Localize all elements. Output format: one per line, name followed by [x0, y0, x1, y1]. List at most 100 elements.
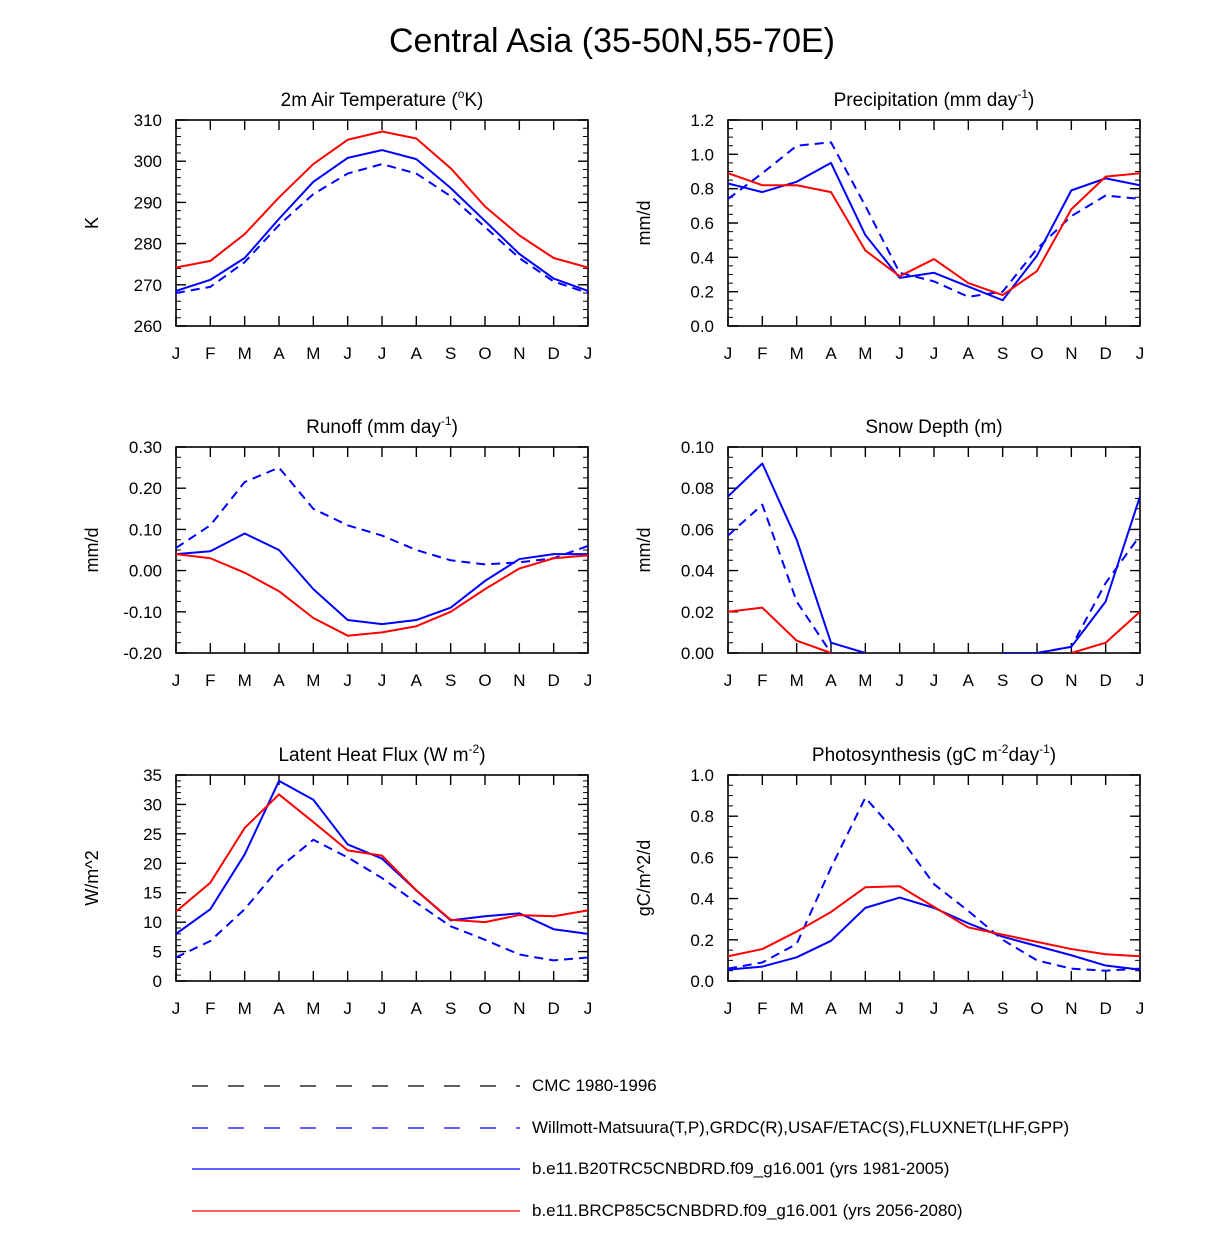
panel-title-temperature: 2m Air Temperature (oK) [281, 87, 484, 111]
x-tick-label-temperature: M [238, 344, 252, 363]
y-tick-label-latent-heat: 30 [143, 795, 162, 814]
legend-item-obs: Willmott-Matsuura(T,P),GRDC(R),USAF/ETAC… [190, 1118, 1190, 1138]
x-tick-label-snow-depth: J [1136, 671, 1145, 690]
panel-title-runoff: Runoff (mm day-1) [306, 414, 458, 438]
legend-item-rcp85: b.e11.BRCP85C5CNBDRD.f09_g16.001 (yrs 20… [190, 1201, 1190, 1221]
x-tick-label-latent-heat: J [584, 999, 593, 1018]
x-tick-label-runoff: J [172, 671, 181, 690]
panel-title-precipitation: Precipitation (mm day-1) [834, 87, 1035, 111]
panel-grid: 2m Air Temperature (oK)26027028029030031… [82, 87, 1145, 1018]
x-tick-label-temperature: A [273, 344, 285, 363]
y-axis-label-latent-heat: W/m^2 [82, 850, 102, 905]
x-tick-label-snow-depth: F [757, 671, 767, 690]
x-tick-label-snow-depth: J [930, 671, 939, 690]
x-tick-label-photosynthesis: A [825, 999, 837, 1018]
x-tick-label-photosynthesis: A [963, 999, 975, 1018]
series-b20-latent-heat [176, 779, 588, 935]
y-tick-label-precipitation: 0.8 [690, 180, 714, 199]
x-tick-label-precipitation: D [1100, 344, 1112, 363]
series-rcp85-precipitation [728, 172, 1140, 297]
legend-item-cmc: CMC 1980-1996 [190, 1076, 1190, 1096]
x-tick-label-runoff: A [411, 671, 423, 690]
y-tick-label-latent-heat: 15 [143, 884, 162, 903]
y-tick-label-snow-depth: 0.02 [681, 603, 714, 622]
series-b20-snow-depth [728, 462, 1140, 653]
y-minor-ticks-snow-depth [728, 446, 1140, 654]
series-obs-snow-depth [728, 503, 1140, 653]
x-tick-label-temperature: J [172, 344, 181, 363]
x-tick-label-snow-depth: M [790, 671, 804, 690]
x-tick-label-temperature: J [378, 344, 387, 363]
x-tick-label-precipitation: M [790, 344, 804, 363]
x-tick-label-photosynthesis: O [1030, 999, 1043, 1018]
y-tick-label-precipitation: 0.4 [690, 248, 714, 267]
x-tick-label-precipitation: M [858, 344, 872, 363]
x-tick-label-temperature: A [411, 344, 423, 363]
legend-line-b20 [192, 1168, 520, 1170]
x-tick-label-snow-depth: M [858, 671, 872, 690]
y-tick-label-temperature: 270 [134, 276, 162, 295]
legend-label-obs: Willmott-Matsuura(T,P),GRDC(R),USAF/ETAC… [532, 1118, 1070, 1137]
y-tick-label-photosynthesis: 0.4 [690, 890, 714, 909]
x-tick-label-photosynthesis: M [790, 999, 804, 1018]
x-tick-label-precipitation: J [895, 344, 904, 363]
x-tick-label-photosynthesis: N [1065, 999, 1077, 1018]
x-tick-label-latent-heat: J [378, 999, 387, 1018]
x-tick-label-latent-heat: D [548, 999, 560, 1018]
panel-frame-runoff [175, 446, 589, 654]
x-tick-label-photosynthesis: F [757, 999, 767, 1018]
panel-title-latent-heat: Latent Heat Flux (W m-2) [278, 742, 485, 766]
x-tick-label-latent-heat: J [343, 999, 352, 1018]
x-tick-label-snow-depth: S [997, 671, 1008, 690]
y-tick-label-precipitation: 0.6 [690, 214, 714, 233]
x-tick-label-precipitation: O [1030, 344, 1043, 363]
x-tick-label-latent-heat: J [172, 999, 181, 1018]
x-tick-label-snow-depth: J [895, 671, 904, 690]
x-tick-label-photosynthesis: J [930, 999, 939, 1018]
y-tick-label-snow-depth: 0.06 [681, 520, 714, 539]
x-tick-label-latent-heat: M [306, 999, 320, 1018]
x-tick-label-snow-depth: J [724, 671, 733, 690]
x-tick-label-latent-heat: S [445, 999, 456, 1018]
panel-frame-snow-depth [727, 446, 1141, 654]
y-tick-label-temperature: 310 [134, 111, 162, 130]
legend-label-cmc: CMC 1980-1996 [532, 1076, 657, 1095]
series-rcp85-latent-heat [176, 793, 588, 924]
y-tick-label-runoff: 0.00 [129, 562, 162, 581]
panel-photosynthesis: Photosynthesis (gC m-2day-1) 0.0 0.2 0.4 0.6… [634, 742, 1144, 1018]
legend-line-cmc [192, 1085, 520, 1087]
series-obs-runoff [176, 466, 588, 566]
x-tick-label-snow-depth: O [1030, 671, 1043, 690]
y-tick-label-precipitation: 1.0 [690, 145, 714, 164]
x-tick-label-snow-depth: D [1100, 671, 1112, 690]
y-tick-label-temperature: 260 [134, 317, 162, 336]
legend-label-rcp85: b.e11.BRCP85C5CNBDRD.f09_g16.001 (yrs 20… [532, 1201, 963, 1220]
x-tick-label-photosynthesis: M [858, 999, 872, 1018]
x-tick-label-runoff: J [378, 671, 387, 690]
series-b20-precipitation [728, 161, 1140, 302]
x-tick-label-photosynthesis: J [895, 999, 904, 1018]
x-tick-label-precipitation: J [1136, 344, 1145, 363]
y-tick-label-photosynthesis: 0.6 [690, 848, 714, 867]
y-tick-label-photosynthesis: 0.8 [690, 807, 714, 826]
x-tick-label-runoff: M [306, 671, 320, 690]
y-tick-label-photosynthesis: 0.0 [690, 972, 714, 991]
y-tick-label-latent-heat: 20 [143, 854, 162, 873]
y-tick-label-latent-heat: 25 [143, 825, 162, 844]
y-tick-label-temperature: 290 [134, 193, 162, 212]
y-tick-label-latent-heat: 0 [153, 972, 162, 991]
x-tick-label-precipitation: J [930, 344, 939, 363]
series-rcp85-temperature [176, 130, 588, 269]
legend-item-b20: b.e11.B20TRC5CNBDRD.f09_g16.001 (yrs 198… [190, 1159, 1190, 1179]
panel-title-snow-depth: Snow Depth (m) [865, 417, 1002, 438]
x-tick-label-temperature: N [513, 344, 525, 363]
x-tick-label-precipitation: A [963, 344, 975, 363]
y-axis-label-temperature: K [82, 217, 102, 229]
series-b20-photosynthesis [728, 896, 1140, 971]
x-tick-label-runoff: J [584, 671, 593, 690]
series-obs-photosynthesis [728, 796, 1140, 972]
x-tick-label-photosynthesis: D [1100, 999, 1112, 1018]
x-tick-label-latent-heat: F [205, 999, 215, 1018]
x-tick-label-latent-heat: M [238, 999, 252, 1018]
y-tick-label-photosynthesis: 1.0 [690, 766, 714, 785]
